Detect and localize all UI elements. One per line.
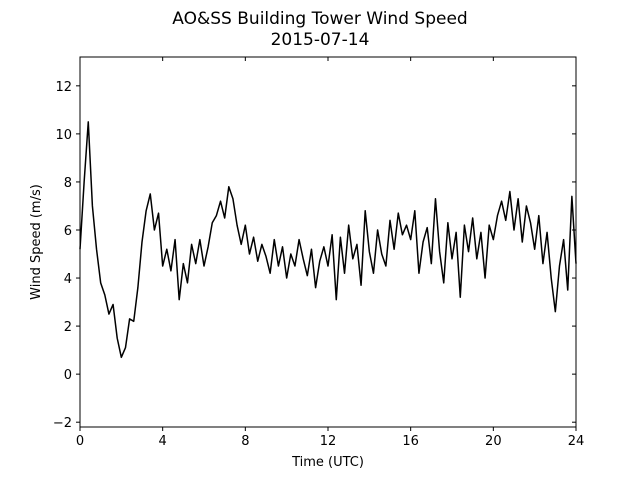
plot-frame xyxy=(79,56,577,428)
x-tick-label: 12 xyxy=(320,434,337,449)
chart-title: AO&SS Building Tower Wind Speed xyxy=(172,9,467,29)
x-tick-label: 24 xyxy=(568,434,585,449)
x-tick-label: 8 xyxy=(241,434,249,449)
x-axis-label: Time (UTC) xyxy=(291,455,364,470)
y-tick-label: 8 xyxy=(64,176,72,191)
y-tick-label: 12 xyxy=(55,80,72,95)
x-tick-label: 20 xyxy=(485,434,502,449)
y-tick-label: 10 xyxy=(55,128,72,143)
x-tick-label: 0 xyxy=(76,434,84,449)
y-tick-label: 6 xyxy=(64,224,72,239)
y-axis-label: Wind Speed (m/s) xyxy=(29,184,44,300)
y-tick-label: 4 xyxy=(64,272,72,287)
y-tick-label: 2 xyxy=(64,320,72,335)
line-series xyxy=(79,121,577,359)
chart-subtitle: 2015-07-14 xyxy=(271,30,370,50)
x-tick-label: 4 xyxy=(159,434,167,449)
x-tick-label: 16 xyxy=(402,434,419,449)
y-tick-label: 0 xyxy=(64,368,72,383)
y-tick-label: −2 xyxy=(53,416,72,431)
